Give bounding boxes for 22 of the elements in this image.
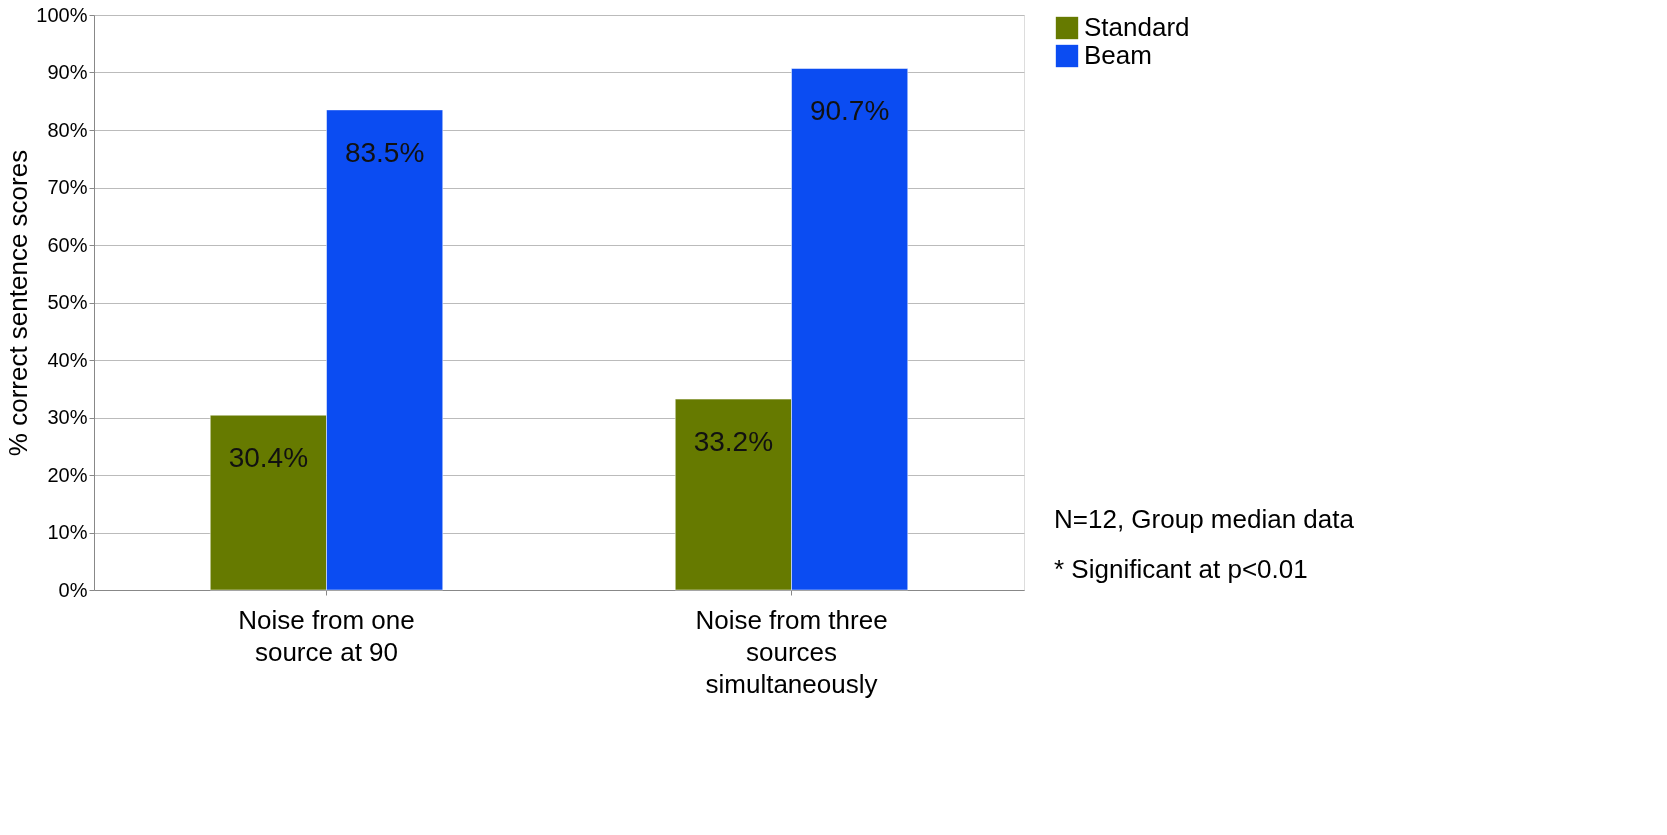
text: 83.5%	[344, 136, 425, 168]
text: * Significant at p<0.01	[1054, 554, 1308, 584]
y-tick-label: 80%	[47, 118, 88, 141]
x-tick-label: Noise from one source at 90	[238, 604, 415, 667]
legend-label: Beam	[1084, 40, 1152, 70]
text: 33.2%	[693, 426, 774, 458]
y-tick-label: 70%	[47, 176, 88, 198]
text: 90.7%	[809, 95, 890, 127]
legend-label: Standard	[1084, 12, 1190, 42]
text: 30.4%	[228, 442, 309, 474]
text: N=12, Group median data	[1054, 504, 1355, 534]
y-tick-label: 60%	[47, 233, 88, 256]
y-tick-label: 30%	[47, 406, 88, 428]
y-tick-label: 90%	[47, 61, 88, 83]
y-tick-label: 100%	[36, 3, 88, 26]
y-tick-label: 0%	[58, 578, 88, 601]
y-tick-label: 10%	[47, 521, 88, 543]
x-tick-label: Noise from three sources simultaneously	[695, 604, 888, 699]
y-tick-label: 40%	[47, 348, 88, 371]
y-axis-title: % correct sentence scores	[3, 149, 34, 457]
y-tick-label: 20%	[47, 463, 88, 486]
y-tick-label: 50%	[47, 291, 88, 313]
